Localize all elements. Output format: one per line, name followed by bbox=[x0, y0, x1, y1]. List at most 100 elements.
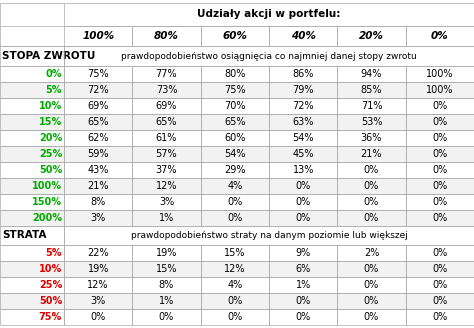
Bar bbox=[0, 210, 64, 226]
Bar bbox=[0, 261, 64, 277]
Bar bbox=[64, 245, 132, 261]
Text: 5%: 5% bbox=[46, 85, 62, 95]
Bar bbox=[0, 293, 64, 309]
Text: 0%: 0% bbox=[364, 312, 379, 322]
Bar bbox=[201, 66, 269, 82]
Bar bbox=[132, 98, 201, 113]
Text: 75%: 75% bbox=[224, 85, 246, 95]
Text: 200%: 200% bbox=[32, 213, 62, 223]
Bar bbox=[201, 309, 269, 325]
Text: 37%: 37% bbox=[156, 165, 177, 174]
Text: Udziały akcji w portfelu:: Udziały akcji w portfelu: bbox=[197, 10, 341, 19]
Bar bbox=[64, 261, 132, 277]
Bar bbox=[269, 162, 337, 177]
Text: 50%: 50% bbox=[39, 165, 62, 174]
Bar bbox=[337, 177, 406, 194]
Text: 36%: 36% bbox=[361, 133, 382, 143]
Text: 20%: 20% bbox=[359, 31, 384, 41]
Bar bbox=[64, 26, 132, 47]
Text: 72%: 72% bbox=[292, 101, 314, 111]
Bar bbox=[269, 98, 337, 113]
Bar bbox=[132, 146, 201, 162]
Bar bbox=[406, 245, 474, 261]
Text: 4%: 4% bbox=[227, 280, 243, 290]
Bar bbox=[269, 245, 337, 261]
Bar bbox=[64, 113, 132, 130]
Bar bbox=[0, 245, 64, 261]
Bar bbox=[269, 113, 337, 130]
Text: 59%: 59% bbox=[87, 149, 109, 159]
Bar bbox=[406, 210, 474, 226]
Text: 75%: 75% bbox=[87, 69, 109, 79]
Bar bbox=[269, 210, 337, 226]
Text: 6%: 6% bbox=[295, 264, 311, 274]
Bar bbox=[269, 66, 337, 82]
Text: 69%: 69% bbox=[88, 101, 109, 111]
Text: 0%: 0% bbox=[432, 165, 447, 174]
Bar bbox=[406, 26, 474, 47]
Bar bbox=[406, 98, 474, 113]
Bar bbox=[0, 146, 64, 162]
Bar bbox=[201, 130, 269, 146]
Text: prawdopodobieństwo straty na danym poziomie lub większej: prawdopodobieństwo straty na danym pozio… bbox=[130, 231, 408, 240]
Text: 0%: 0% bbox=[364, 264, 379, 274]
Bar bbox=[64, 3, 474, 26]
Text: 25%: 25% bbox=[39, 280, 62, 290]
Bar bbox=[337, 261, 406, 277]
Bar bbox=[406, 146, 474, 162]
Text: 15%: 15% bbox=[39, 117, 62, 127]
Bar bbox=[201, 113, 269, 130]
Bar bbox=[201, 277, 269, 293]
Text: 100%: 100% bbox=[426, 69, 454, 79]
Text: 0%: 0% bbox=[432, 181, 447, 191]
Text: 1%: 1% bbox=[159, 213, 174, 223]
Bar bbox=[0, 82, 64, 98]
Text: 5%: 5% bbox=[46, 248, 62, 258]
Text: 21%: 21% bbox=[361, 149, 382, 159]
Text: 75%: 75% bbox=[39, 312, 62, 322]
Text: 100%: 100% bbox=[426, 85, 454, 95]
Bar bbox=[201, 245, 269, 261]
Text: 0%: 0% bbox=[432, 149, 447, 159]
Text: 40%: 40% bbox=[291, 31, 316, 41]
Text: 65%: 65% bbox=[87, 117, 109, 127]
Bar bbox=[132, 66, 201, 82]
Bar bbox=[132, 261, 201, 277]
Text: 85%: 85% bbox=[361, 85, 382, 95]
Bar bbox=[201, 194, 269, 210]
Text: 0%: 0% bbox=[432, 101, 447, 111]
Bar bbox=[406, 177, 474, 194]
Bar bbox=[269, 277, 337, 293]
Text: 0%: 0% bbox=[227, 213, 243, 223]
Text: 19%: 19% bbox=[156, 248, 177, 258]
Text: 60%: 60% bbox=[224, 133, 246, 143]
Bar bbox=[64, 162, 132, 177]
Bar bbox=[269, 194, 337, 210]
Bar bbox=[132, 162, 201, 177]
Bar bbox=[132, 210, 201, 226]
Bar bbox=[406, 293, 474, 309]
Bar bbox=[64, 194, 132, 210]
Bar bbox=[337, 26, 406, 47]
Text: 13%: 13% bbox=[292, 165, 314, 174]
Bar bbox=[406, 130, 474, 146]
Text: 100%: 100% bbox=[82, 31, 114, 41]
Text: 4%: 4% bbox=[227, 181, 243, 191]
Bar bbox=[64, 277, 132, 293]
Text: 80%: 80% bbox=[154, 31, 179, 41]
Bar bbox=[269, 177, 337, 194]
Text: 0%: 0% bbox=[159, 312, 174, 322]
Bar bbox=[132, 82, 201, 98]
Bar bbox=[132, 277, 201, 293]
Text: 9%: 9% bbox=[295, 248, 311, 258]
Text: 10%: 10% bbox=[39, 264, 62, 274]
Text: 0%: 0% bbox=[91, 312, 106, 322]
Bar bbox=[0, 130, 64, 146]
Text: 1%: 1% bbox=[159, 296, 174, 306]
Text: 25%: 25% bbox=[39, 149, 62, 159]
Bar bbox=[201, 293, 269, 309]
Text: 53%: 53% bbox=[361, 117, 382, 127]
Bar bbox=[269, 309, 337, 325]
Bar bbox=[201, 177, 269, 194]
Text: 0%: 0% bbox=[227, 312, 243, 322]
